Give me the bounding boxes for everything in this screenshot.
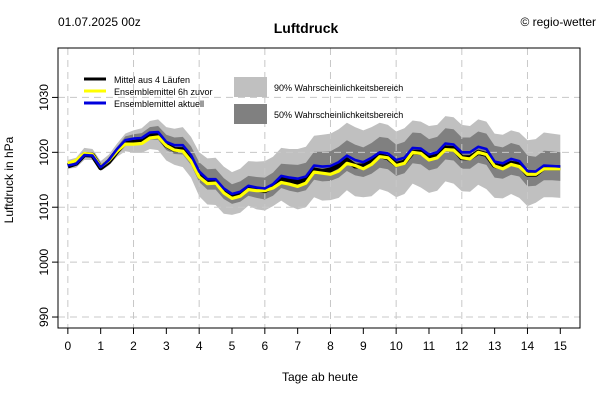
x-tick-label: 8 [327, 339, 334, 353]
brand-credit: © regio-wetter [520, 15, 596, 29]
legend-label-mittel4: Mittel aus 4 Läufen [114, 75, 190, 85]
y-axis-label: Luftdruck in hPa [2, 136, 16, 223]
legend-label-ens6h: Ensemblemittel 6h zuvor [114, 87, 213, 97]
y-tick-label: 1000 [37, 248, 51, 275]
legend-swatch-band90 [234, 77, 267, 97]
series-line-ens_aktuell [67, 130, 561, 196]
x-tick-label: 3 [163, 339, 170, 353]
y-tick-label: 990 [37, 307, 51, 327]
legend-label-ens_aktuell: Ensemblemittel aktuell [114, 99, 204, 109]
legend-layer: Mittel aus 4 Läufen Ensemblemittel 6h zuv… [84, 75, 403, 124]
x-tick-label: 15 [554, 339, 568, 353]
x-tick-label: 12 [455, 339, 469, 353]
x-tick-label: 0 [65, 339, 72, 353]
legend-label-band90: 90% Wahrscheinlichkeitsbereich [274, 83, 403, 93]
series-line-ens6h [67, 135, 561, 200]
axes-layer: 0 1 2 3 4 5 6 7 8 9 10 11 12 13 14 15990100010101020103… [37, 47, 581, 353]
run-date: 01.07.2025 00z [58, 15, 141, 29]
y-tick-label: 1020 [37, 139, 51, 166]
x-tick-label: 14 [521, 339, 535, 353]
x-tick-label: 9 [360, 339, 367, 353]
x-tick-label: 5 [229, 339, 236, 353]
y-tick-label: 1030 [37, 84, 51, 111]
legend-label-band50: 50% Wahrscheinlichkeitsbereich [274, 110, 403, 120]
legend-swatch-band50 [234, 104, 267, 124]
x-axis-label: Tage ab heute [282, 370, 358, 384]
x-tick-label: 2 [130, 339, 137, 353]
y-tick-label: 1010 [37, 194, 51, 221]
x-tick-label: 13 [488, 339, 502, 353]
x-tick-label: 7 [294, 339, 301, 353]
x-tick-label: 11 [423, 339, 436, 353]
series-layer [67, 130, 561, 200]
x-tick-label: 6 [261, 339, 268, 353]
grid-layer [58, 48, 580, 328]
chart-title: Luftdruck [273, 20, 339, 36]
x-tick-label: 4 [196, 339, 203, 353]
plot-frame [57, 47, 581, 329]
x-tick-label: 1 [97, 339, 104, 353]
x-tick-label: 10 [389, 339, 403, 353]
